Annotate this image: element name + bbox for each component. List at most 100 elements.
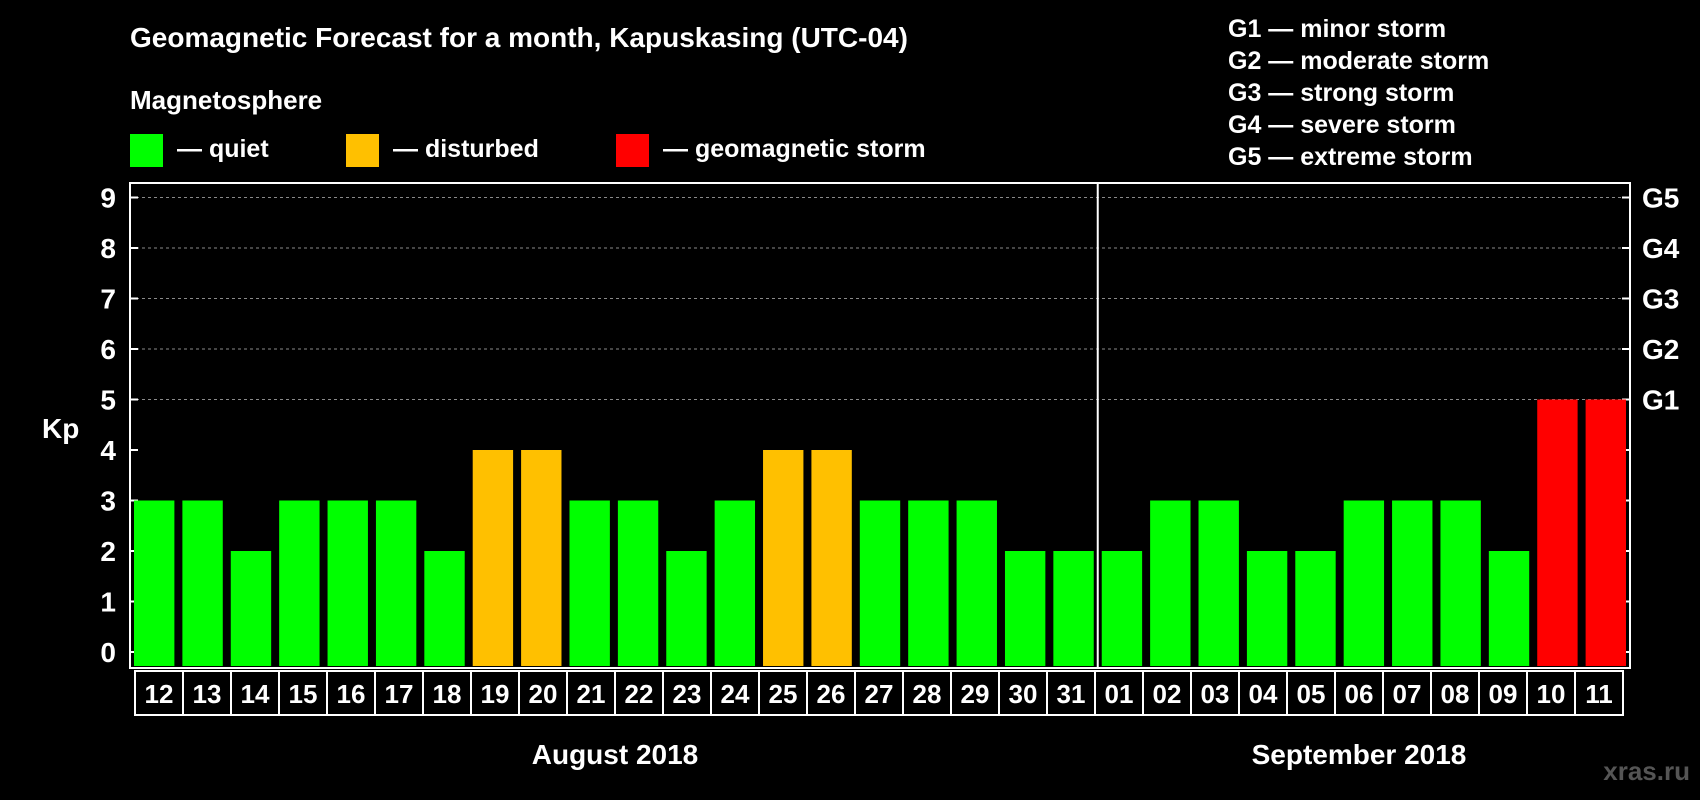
- bar: [859, 500, 901, 666]
- chart-title: Geomagnetic Forecast for a month, Kapusk…: [130, 22, 908, 53]
- bar: [1440, 500, 1481, 666]
- plot-frame: [129, 182, 1631, 669]
- bar: [1198, 500, 1239, 666]
- x-tick-label: 26: [817, 679, 846, 709]
- x-tick-label: 19: [481, 679, 510, 709]
- x-tick-label: 01: [1105, 679, 1134, 709]
- x-tick-label: 05: [1297, 679, 1326, 709]
- x-tick-label: 13: [193, 679, 222, 709]
- x-tick-label: 11: [1585, 679, 1613, 709]
- right-axis-label: G5: [1642, 183, 1679, 214]
- x-tick-label: 30: [1009, 679, 1038, 709]
- y-tick-label: 5: [100, 385, 116, 416]
- y-tick-label: 7: [100, 284, 116, 315]
- right-axis-label: G3: [1642, 284, 1679, 315]
- bar: [182, 500, 223, 666]
- x-tick-label: 04: [1249, 679, 1278, 709]
- y-tick-label: 4: [100, 435, 116, 466]
- bar: [714, 500, 756, 666]
- y-axis-label: Kp: [42, 413, 79, 444]
- bars: [134, 399, 1626, 666]
- bar: [279, 500, 320, 666]
- x-tick-label: 10: [1537, 679, 1566, 709]
- bar: [1343, 500, 1385, 666]
- y-tick-label: 0: [100, 637, 116, 668]
- bar: [1101, 551, 1143, 666]
- x-tick-label: 06: [1345, 679, 1374, 709]
- month-label: September 2018: [1252, 739, 1467, 770]
- bar: [472, 450, 514, 666]
- x-tick-label: 15: [289, 679, 318, 709]
- storm-scale-item: G5 — extreme storm: [1228, 143, 1473, 171]
- x-tick-label: 29: [961, 679, 990, 709]
- x-tick-label: 03: [1201, 679, 1230, 709]
- x-tick-label: 16: [337, 679, 366, 709]
- bar: [1053, 551, 1094, 666]
- bar: [1537, 399, 1578, 666]
- x-axis: 12 13 14 15 16 17 18 19 20 21 22 23 24 25 26 27 28 29 30 31…: [134, 670, 1624, 770]
- x-tick-label: 07: [1393, 679, 1422, 709]
- legend: — quiet — disturbed — geomagnetic storm: [130, 134, 926, 167]
- x-tick-label: 14: [241, 679, 270, 709]
- right-axis: G1 G2 G3 G4 G5: [1642, 183, 1680, 416]
- bar: [1488, 551, 1530, 666]
- legend-label-storm: — geomagnetic storm: [663, 135, 926, 163]
- x-tick-label: 17: [385, 679, 414, 709]
- bar: [569, 500, 610, 666]
- x-tick-label: 18: [433, 679, 462, 709]
- x-tick-label: 25: [769, 679, 798, 709]
- y-tick-label: 3: [100, 486, 116, 517]
- month-label: August 2018: [532, 739, 699, 770]
- storm-scale-item: G1 — minor storm: [1228, 15, 1446, 43]
- legend-label-quiet: — quiet: [177, 135, 269, 163]
- x-tick-label: 22: [625, 679, 654, 709]
- y-tick-label: 6: [100, 334, 116, 365]
- storm-scale-item: G3 — strong storm: [1228, 79, 1454, 107]
- x-tick-label: 28: [913, 679, 942, 709]
- x-tick-label: 21: [577, 679, 606, 709]
- bar: [1150, 500, 1191, 666]
- bar: [666, 551, 707, 666]
- x-tick-label: 31: [1057, 679, 1086, 709]
- legend-title: Magnetosphere: [130, 85, 322, 115]
- y-tick-label: 9: [100, 183, 116, 214]
- x-tick-label: 24: [721, 679, 750, 709]
- y-tick-label: 2: [100, 536, 116, 567]
- right-axis-label: G4: [1642, 233, 1680, 264]
- legend-swatch-disturbed: [346, 134, 379, 167]
- x-tick-label: 20: [529, 679, 558, 709]
- legend-swatch-storm: [616, 134, 649, 167]
- storm-scale-item: G4 — severe storm: [1228, 111, 1456, 139]
- bar: [375, 500, 417, 666]
- bar: [1392, 500, 1433, 666]
- bar: [327, 500, 368, 666]
- storm-scale-legend: G1 — minor storm G2 — moderate storm G3 — …: [1228, 15, 1489, 171]
- x-tick-label: 12: [145, 679, 174, 709]
- x-tick-label: 02: [1153, 679, 1182, 709]
- bar: [1295, 551, 1336, 666]
- bar: [617, 500, 659, 666]
- bar: [424, 551, 465, 666]
- watermark: xras.ru: [1603, 756, 1690, 786]
- storm-scale-item: G2 — moderate storm: [1228, 47, 1489, 75]
- right-axis-label: G1: [1642, 385, 1679, 416]
- bar: [763, 450, 804, 666]
- bar: [908, 500, 949, 666]
- x-tick-label: 27: [865, 679, 894, 709]
- bar: [1004, 551, 1046, 666]
- plot-area: [129, 182, 1631, 669]
- bar: [521, 450, 562, 666]
- bar: [230, 551, 272, 666]
- x-tick-label: 23: [673, 679, 702, 709]
- bar: [1585, 399, 1626, 666]
- legend-swatch-quiet: [130, 134, 163, 167]
- bar: [956, 500, 997, 666]
- x-tick-label: 09: [1489, 679, 1518, 709]
- y-tick-label: 1: [100, 587, 116, 618]
- y-tick-label: 8: [100, 233, 116, 264]
- bar: [1246, 551, 1288, 666]
- bar: [134, 500, 175, 666]
- bar: [811, 450, 852, 666]
- legend-label-disturbed: — disturbed: [393, 135, 539, 163]
